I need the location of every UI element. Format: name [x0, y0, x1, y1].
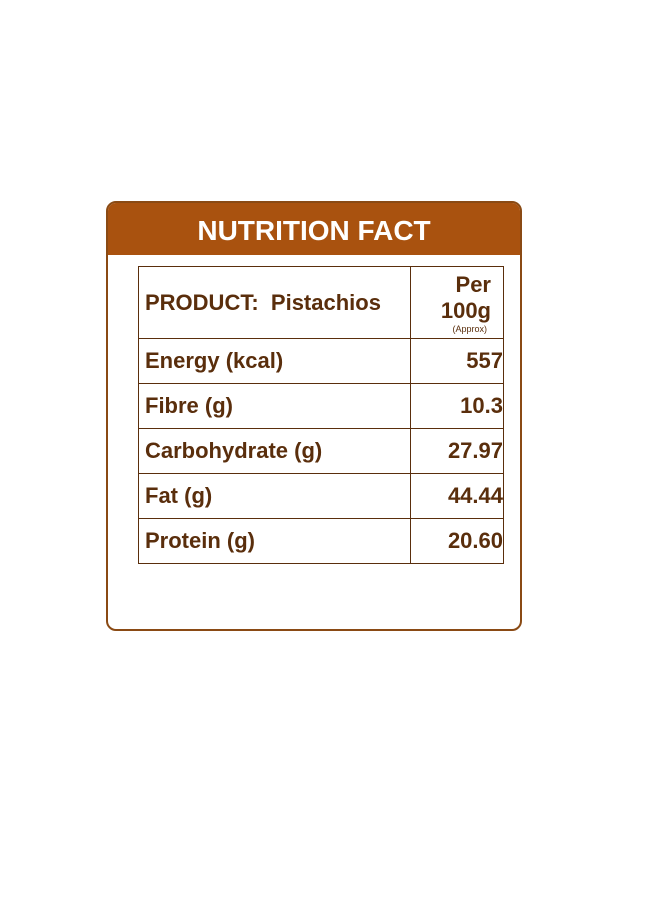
- nutrient-value: 557: [410, 338, 504, 384]
- per-cell: Per 100g (Approx): [410, 266, 504, 339]
- nutrient-row: Protein (g) 20.60: [138, 518, 504, 564]
- nutrient-name: Fibre (g): [138, 383, 411, 429]
- card-title: NUTRITION FACT: [108, 203, 520, 255]
- nutrition-card: NUTRITION FACT PRODUCT: Pistachios Per 1…: [106, 201, 522, 631]
- nutrient-row: Energy (kcal) 557: [138, 338, 504, 384]
- nutrient-row: Fat (g) 44.44: [138, 473, 504, 519]
- product-name: Pistachios: [270, 289, 381, 315]
- nutrient-value: 20.60: [410, 518, 504, 564]
- nutrient-row: Fibre (g) 10.3: [138, 383, 504, 429]
- nutrient-name: Energy (kcal): [138, 338, 411, 384]
- nutrient-name: Carbohydrate (g): [138, 428, 411, 474]
- nutrient-name: Fat (g): [138, 473, 411, 519]
- product-label: PRODUCT:: [145, 289, 259, 315]
- nutrient-value: 10.3: [410, 383, 504, 429]
- per-label: Per 100g: [440, 271, 491, 323]
- approx-label: (Approx): [452, 323, 487, 334]
- nutrient-name: Protein (g): [138, 518, 411, 564]
- header-row: PRODUCT: Pistachios Per 100g (Approx): [138, 266, 504, 339]
- nutrient-row: Carbohydrate (g) 27.97: [138, 428, 504, 474]
- nutrition-table: PRODUCT: Pistachios Per 100g (Approx) Ene…: [138, 266, 504, 564]
- nutrient-value: 44.44: [410, 473, 504, 519]
- product-cell: PRODUCT: Pistachios: [138, 266, 411, 339]
- nutrient-value: 27.97: [410, 428, 504, 474]
